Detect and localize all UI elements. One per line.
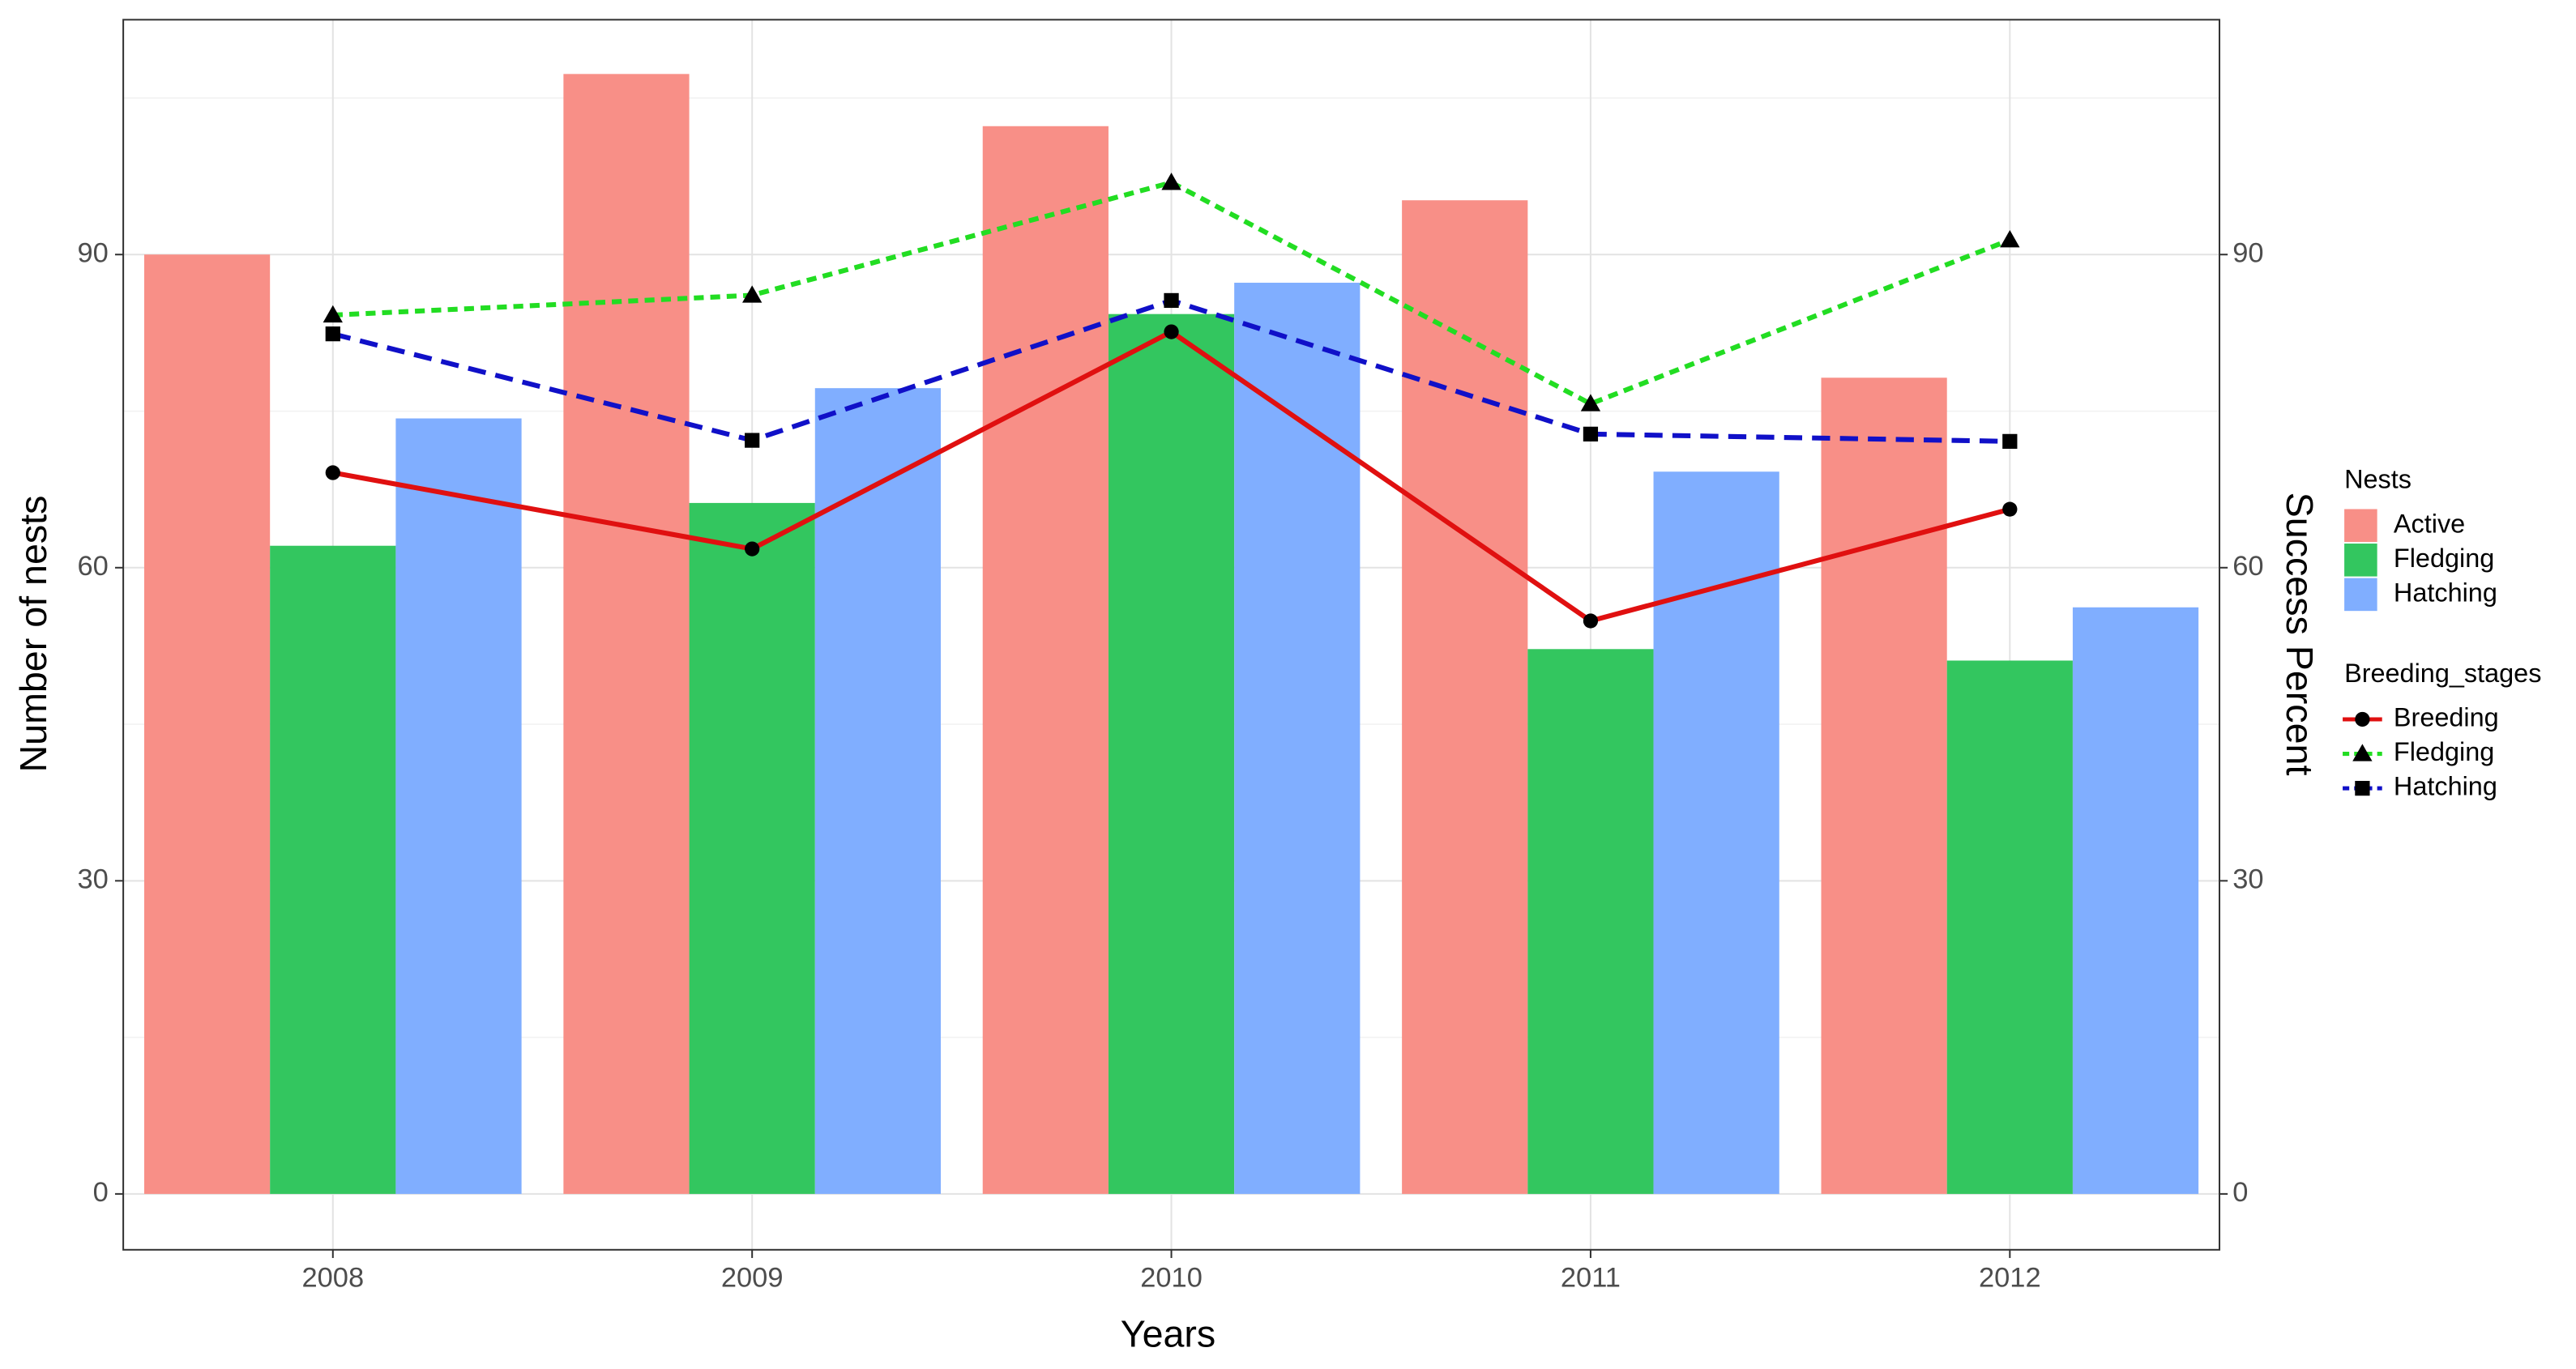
legend-key [2344,509,2377,543]
legend-title: Breeding_stages [2344,659,2541,688]
marker [745,433,760,448]
bar [143,254,271,1194]
x-tick-label: 2011 [1561,1262,1621,1293]
bar [270,545,396,1194]
legend-label: Hatching [2394,578,2497,607]
x-tick-label: 2010 [1140,1262,1203,1293]
legend-title: Nests [2344,465,2412,494]
y2-tick-label: 0 [2232,1177,2248,1208]
bar [1234,283,1361,1194]
marker [1161,173,1181,190]
bar [563,74,690,1194]
legend-label: Active [2394,509,2465,538]
legend-key [2344,578,2377,612]
marker [2002,433,2018,450]
bar [689,502,815,1194]
y2-tick-label: 30 [2232,864,2263,894]
bar [2072,607,2199,1194]
y-tick-label: 60 [78,551,109,582]
marks [143,74,2199,1194]
bar [1946,660,2073,1194]
bar [982,126,1109,1194]
y2-tick-label: 90 [2232,237,2263,268]
marker [2352,744,2373,761]
y2-tick-label: 60 [2232,551,2263,582]
marker [2355,711,2370,727]
bar [814,388,941,1194]
marker [742,285,763,303]
line [332,180,2011,407]
bar [395,418,522,1194]
marker [2002,501,2018,517]
legend-label: Breeding [2394,703,2499,732]
bar [1653,471,1779,1194]
x-axis-title: Years [1121,1313,1215,1355]
bar [1527,649,1654,1194]
marker [1583,613,1599,629]
marker [1583,426,1599,441]
marker [2000,230,2020,248]
x-tick-label: 2009 [721,1262,784,1293]
y-tick-label: 30 [78,864,109,894]
legend-label: Hatching [2394,772,2497,801]
marker [1580,394,1601,412]
marker [2355,781,2370,796]
x-tick-label: 2008 [301,1262,364,1293]
y-axis-title: Number of nests [12,496,54,773]
legend-key [2344,544,2377,577]
marker [325,465,340,480]
y-tick-label: 90 [78,237,109,268]
legend-label: Fledging [2394,544,2494,573]
bar [1402,200,1528,1194]
legend-label: Fledging [2394,737,2494,766]
marker [745,541,760,557]
bar [1821,377,1947,1194]
x-tick-label: 2012 [1979,1262,2041,1293]
bar [1108,313,1235,1194]
marker [1164,324,1179,339]
marker [1164,292,1179,309]
marker [325,326,340,342]
y-tick-label: 0 [93,1177,109,1208]
y2-axis-title: Success Percent [2279,493,2321,776]
marker [323,305,343,323]
